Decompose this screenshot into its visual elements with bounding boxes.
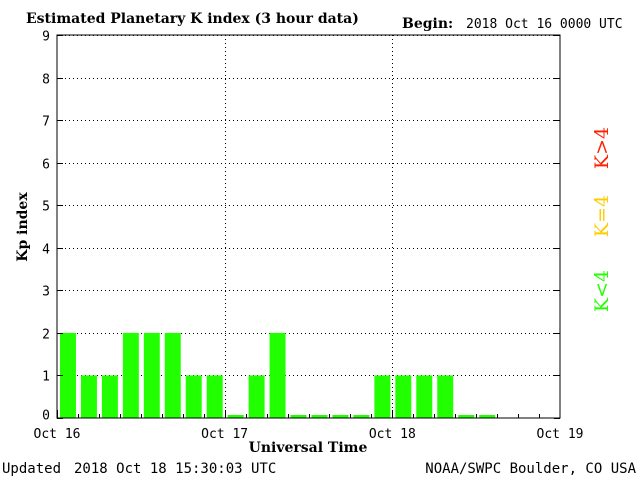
y-tick-label: 8 <box>42 73 50 88</box>
begin-value: 2018 Oct 16 0000 UTC <box>466 17 623 32</box>
kp-bar <box>374 375 391 418</box>
y-axis-ticks: 0 1 2 3 4 5 6 7 8 9 <box>42 30 560 424</box>
kp-bar <box>458 415 475 418</box>
legend-k-less-4: K<4 <box>591 270 613 312</box>
kp-bar <box>164 332 181 418</box>
x-tick-label: Oct 19 <box>537 427 584 442</box>
y-tick-label: 0 <box>42 409 50 424</box>
x-axis-ticks: Oct 16 Oct 17 Oct 18 Oct 19 <box>34 410 584 442</box>
kp-bar <box>332 415 349 418</box>
y-tick-label: 3 <box>42 285 50 300</box>
kp-bar <box>479 415 496 418</box>
y-tick-label: 4 <box>42 243 50 258</box>
x-tick-label: Oct 16 <box>34 427 81 442</box>
kp-bar <box>437 375 454 418</box>
updated-label: Updated <box>2 461 61 477</box>
kp-bar <box>122 332 139 418</box>
chart-title: Estimated Planetary K index (3 hour data… <box>26 11 359 27</box>
legend-k-greater-4: K>4 <box>591 127 613 169</box>
x-tick-label: Oct 17 <box>201 427 248 442</box>
kp-bar <box>227 415 244 418</box>
y-tick-label: 6 <box>42 158 50 173</box>
kp-bar <box>311 415 328 418</box>
kp-bar <box>60 332 76 418</box>
bar-series <box>60 332 496 418</box>
y-tick-label: 5 <box>42 200 50 215</box>
y-tick-label: 7 <box>42 115 50 130</box>
kp-bar <box>143 332 160 418</box>
kp-bar <box>269 332 286 418</box>
y-tick-label: 9 <box>42 30 50 45</box>
credit-text: NOAA/SWPC Boulder, CO USA <box>425 461 636 477</box>
kp-bar <box>353 415 370 418</box>
plot-frame <box>56 34 561 419</box>
legend-k-equal-4: K=4 <box>591 195 613 237</box>
y-tick-label: 1 <box>42 370 50 385</box>
y-axis-label: Kp index <box>15 192 31 262</box>
y-tick-label: 2 <box>42 328 50 343</box>
kp-bar <box>206 375 223 418</box>
kp-bar <box>185 375 202 418</box>
kp-bar <box>248 375 265 418</box>
kp-bar <box>101 375 118 418</box>
updated-value: 2018 Oct 18 15:30:03 UTC <box>74 461 276 477</box>
kp-bar <box>395 375 412 418</box>
kp-bar <box>80 375 97 418</box>
x-axis-label: Universal Time <box>249 440 368 456</box>
kp-bar <box>290 415 307 418</box>
begin-label: Begin: <box>402 16 453 32</box>
kp-bar <box>416 375 433 418</box>
x-tick-label: Oct 18 <box>369 427 416 442</box>
